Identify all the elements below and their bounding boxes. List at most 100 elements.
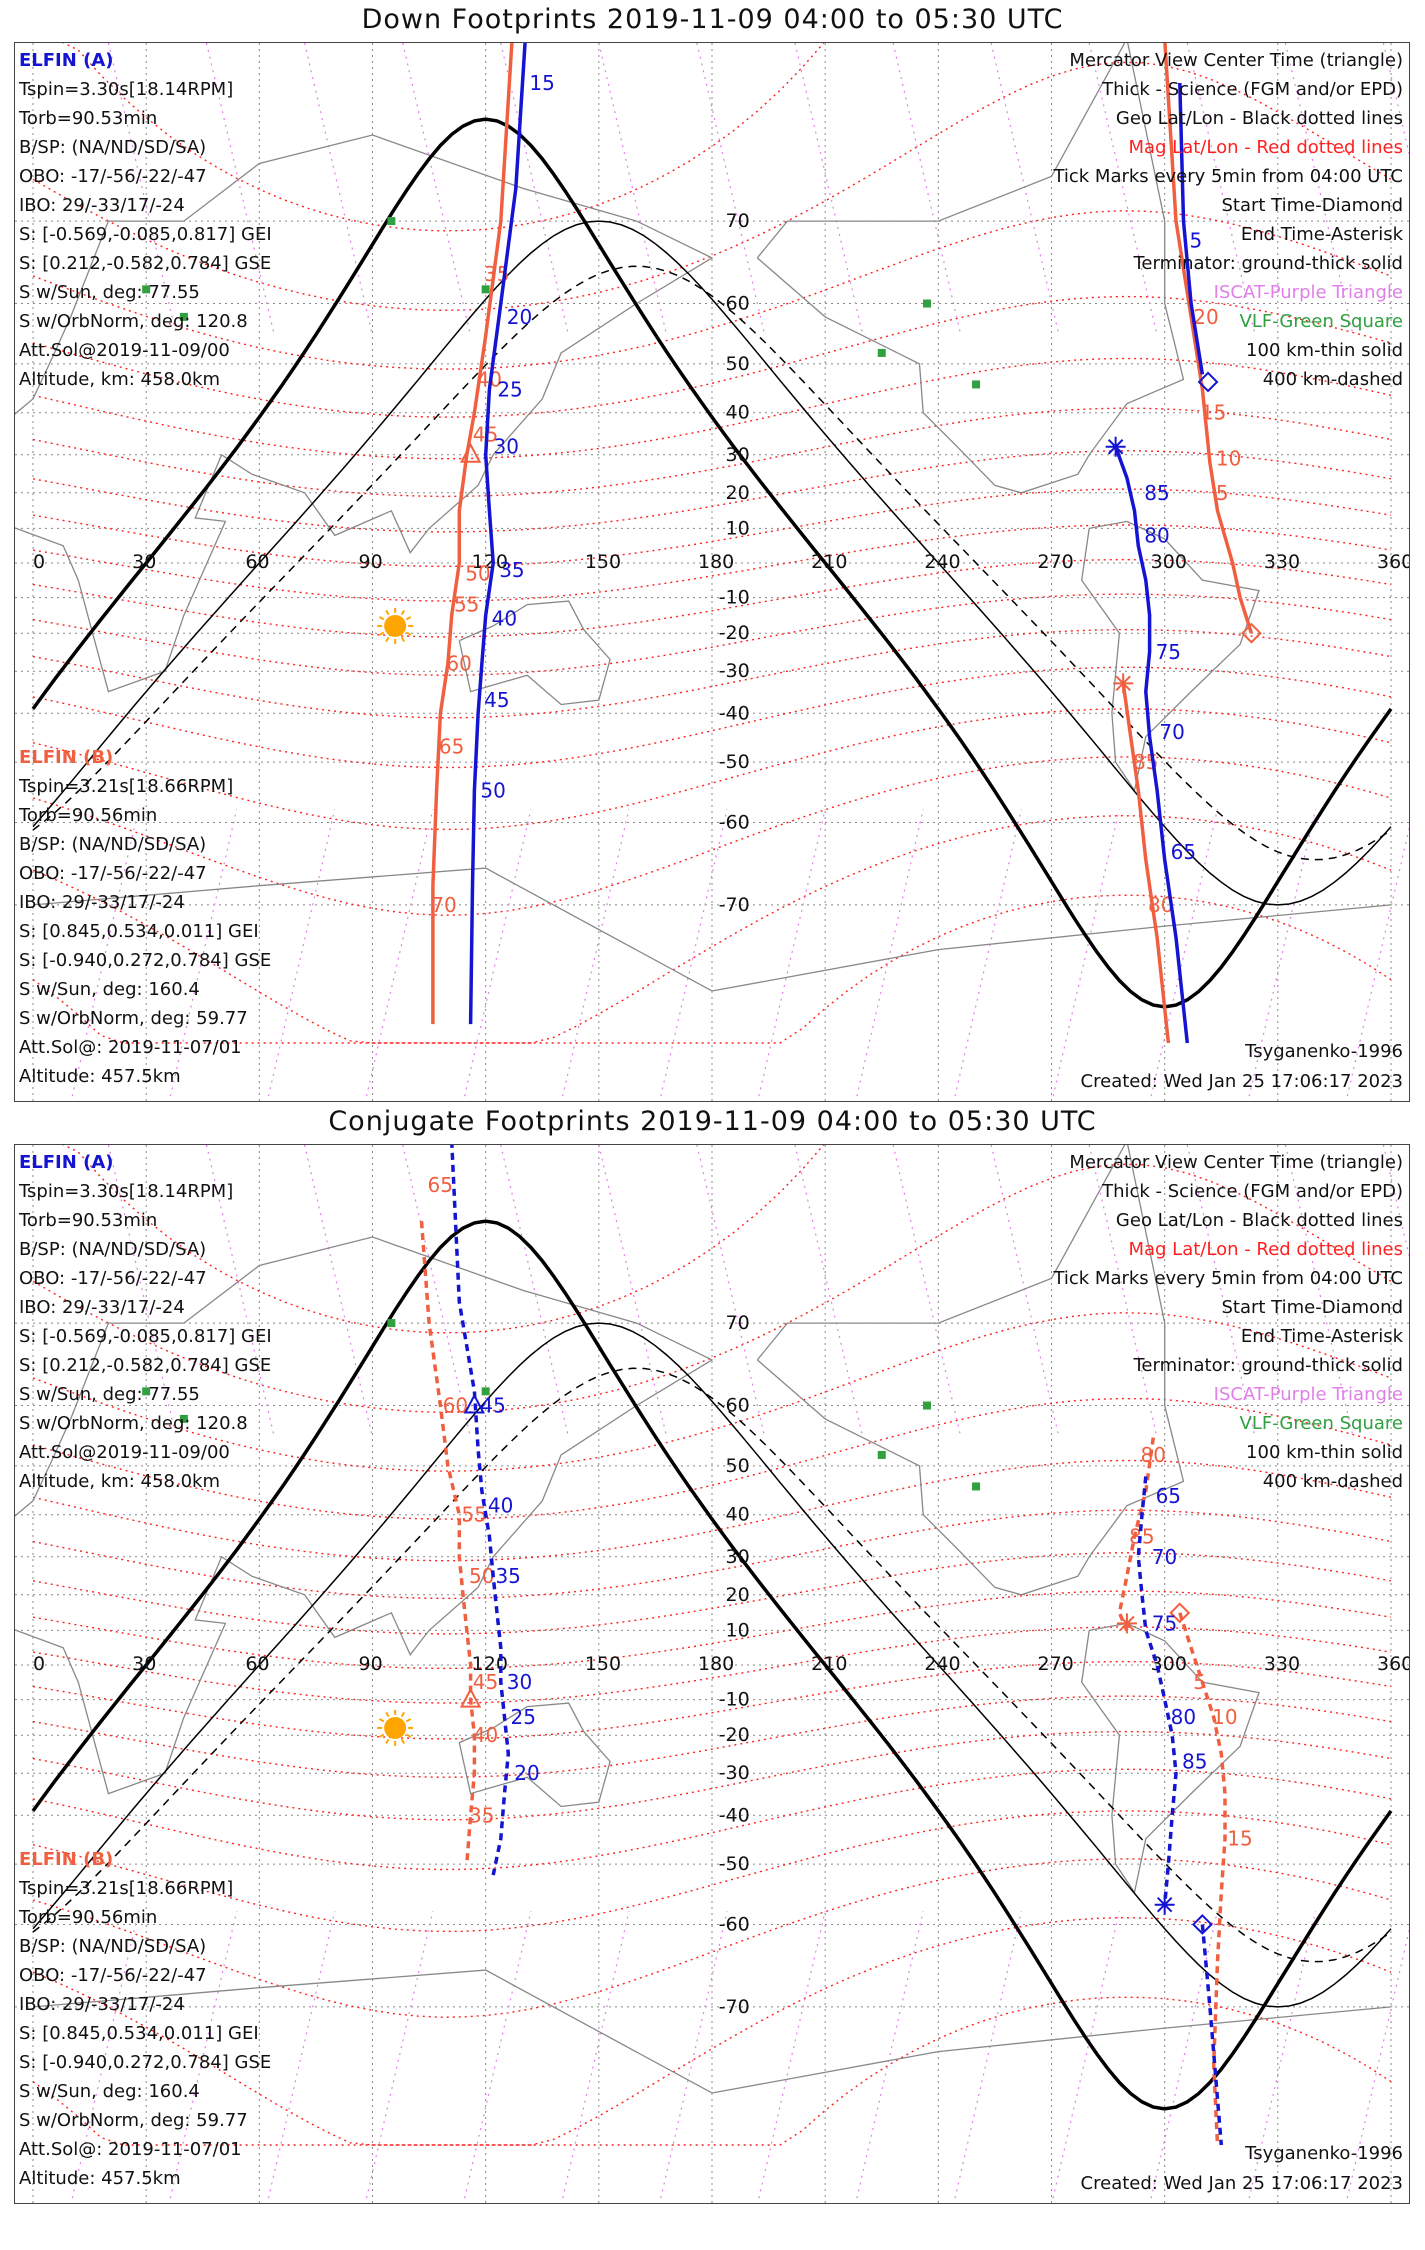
elfin-a-tick-label: 45 — [480, 1394, 505, 1418]
elfin-a-tick-label: 45 — [484, 688, 509, 712]
elfin-b-tick-label: 65 — [428, 1173, 453, 1197]
latitude-tick-label: 30 — [726, 444, 750, 466]
legend-line: VLF-Green Square — [1239, 311, 1403, 332]
mag-meridian-north — [892, 43, 962, 336]
vlf-station-square — [179, 312, 188, 321]
legend-line: Tick Marks every 5min from 04:00 UTC — [1053, 1268, 1403, 1289]
elfin-a-tick-label: 50 — [480, 778, 505, 802]
elfin-a-end-asterisk — [1105, 436, 1126, 457]
latitude-tick-label: -60 — [719, 1913, 750, 1935]
elfin-a-tick-label: 20 — [514, 1761, 539, 1785]
sun-ray — [385, 1738, 390, 1745]
vlf-station-square — [923, 1401, 932, 1410]
elfin-b-track — [419, 1220, 477, 1865]
sun-ray — [379, 616, 385, 621]
longitude-tick-label: 60 — [245, 1653, 269, 1675]
longitude-tick-label: 180 — [698, 1653, 734, 1675]
info-line: Torb=90.53min — [19, 108, 158, 129]
legend-line: 100 km-thin solid — [1246, 340, 1403, 361]
mag-latitude-line — [32, 1552, 1392, 1635]
longitude-tick-label: 60 — [245, 551, 269, 573]
legend-line: 400 km-dashed — [1262, 1471, 1403, 1492]
mag-meridian-north — [402, 43, 472, 336]
mag-meridian-south — [1345, 826, 1409, 1101]
elfin-b-tick-label: 35 — [469, 1803, 494, 1827]
longitude-tick-label: 30 — [132, 551, 156, 573]
legend-line: Geo Lat/Lon - Black dotted lines — [1115, 1210, 1403, 1231]
sun-ray — [379, 1718, 385, 1723]
mag-latitude-line — [32, 1768, 1392, 1871]
elfin-a-tick-label: 85 — [1144, 481, 1169, 505]
coastline — [458, 600, 611, 706]
legend-line: End Time-Asterisk — [1240, 224, 1403, 245]
legend: Mercator View Center Time (triangle) Thi… — [1053, 46, 1403, 394]
terminator-100km — [32, 220, 1392, 906]
vlf-station-square — [877, 348, 886, 357]
info-line: S: [0.212,-0.582,0.784] GSE — [19, 1355, 272, 1376]
mag-meridian-south — [757, 1910, 826, 2203]
elfin-a-track — [468, 43, 527, 1025]
mag-latitude-line — [32, 488, 1392, 568]
mag-meridian-south — [70, 808, 140, 1101]
vlf-station-square — [481, 285, 490, 294]
mag-meridian-south — [266, 1910, 336, 2203]
elfin-a-end-asterisk — [1154, 1894, 1175, 1915]
elfin-b-tick-label: 55 — [461, 1503, 486, 1527]
mag-meridian-south — [462, 1910, 532, 2203]
mag-meridian-south — [70, 1910, 140, 2203]
legend-line: 400 km-dashed — [1262, 369, 1403, 390]
longitude-tick-label: 150 — [585, 551, 621, 573]
mag-meridian-south — [364, 1910, 434, 2203]
vlf-station-square — [923, 299, 932, 308]
mag-latitude-line — [32, 1660, 1392, 1740]
elfin-a-info: ELFIN (A) Tspin=3.30s[18.14RPM] Torb=90.… — [19, 46, 272, 394]
elfin-a-tick-label: 75 — [1156, 640, 1181, 664]
mag-meridian-north — [1088, 1145, 1158, 1438]
longitude-tick-label: 360 — [1377, 551, 1410, 573]
mag-meridian-north — [1088, 43, 1158, 336]
mag-latitude-line — [32, 1916, 1392, 2146]
info-line: S: [0.845,0.534,0.011] GEI — [19, 921, 259, 942]
mag-meridian-north — [500, 43, 570, 336]
elfin-a-track — [1136, 1476, 1178, 1905]
mag-meridian-north — [107, 43, 177, 336]
sun-ray — [400, 609, 405, 616]
vlf-station-square — [481, 1387, 490, 1396]
mag-meridian-north — [990, 1145, 1060, 1438]
longitude-tick-label: 90 — [359, 1653, 383, 1675]
elfin-a-tick-label: 75 — [1152, 1611, 1177, 1635]
vlf-station-square — [972, 1482, 981, 1491]
elfin-b-track — [1121, 683, 1171, 1044]
coastline — [458, 1702, 611, 1808]
mag-latitude-line — [32, 1509, 1392, 1600]
mercator-map[interactable]: 0 30 60 90 120 150 180 210 240 270 300 330 360 70 60 50… — [15, 1145, 1410, 2204]
elfin-b-tick-label: 50 — [469, 1564, 494, 1588]
info-line: Altitude: 457.5km — [19, 1066, 181, 1087]
mercator-map[interactable]: 0 30 60 90 120 150 180 210 240 270 300 330 360 70 60 50… — [15, 43, 1410, 1102]
coastline — [15, 134, 714, 693]
latitude-tick-label: 50 — [726, 353, 750, 375]
elfin-a-tick-label: 25 — [497, 377, 522, 401]
info-line: Att.Sol@2019-11-09/00 — [19, 340, 230, 361]
elfin-a-tick-label: 80 — [1144, 523, 1169, 547]
longitude-tick-label: 240 — [924, 1653, 960, 1675]
mag-meridian-south — [659, 808, 728, 1101]
elfin-b-tick-label: 40 — [473, 1723, 498, 1747]
sun-ray — [385, 1711, 390, 1718]
info-line: S: [-0.940,0.272,0.784] GSE — [19, 2052, 272, 2073]
elfin-b-end-asterisk — [1113, 673, 1134, 694]
mag-meridian-south — [855, 808, 924, 1101]
legend-line: ISCAT-Purple Triangle — [1213, 282, 1403, 303]
elfin-b-tick-label: 15 — [1227, 1827, 1252, 1851]
latitude-tick-label: -70 — [719, 1996, 750, 2018]
latitude-tick-label: -50 — [719, 751, 750, 773]
elfin-a-track — [1178, 82, 1205, 375]
coastline — [756, 1145, 1185, 1596]
latitude-tick-label: 60 — [726, 1395, 750, 1417]
sun-ray — [400, 636, 405, 643]
mag-meridian-north — [794, 1145, 864, 1438]
elfin-a-track — [450, 1145, 511, 1876]
elfin-b-tick-label: 55 — [454, 593, 479, 617]
mag-meridian-north — [990, 43, 1060, 336]
longitude-tick-label: 30 — [132, 1653, 156, 1675]
